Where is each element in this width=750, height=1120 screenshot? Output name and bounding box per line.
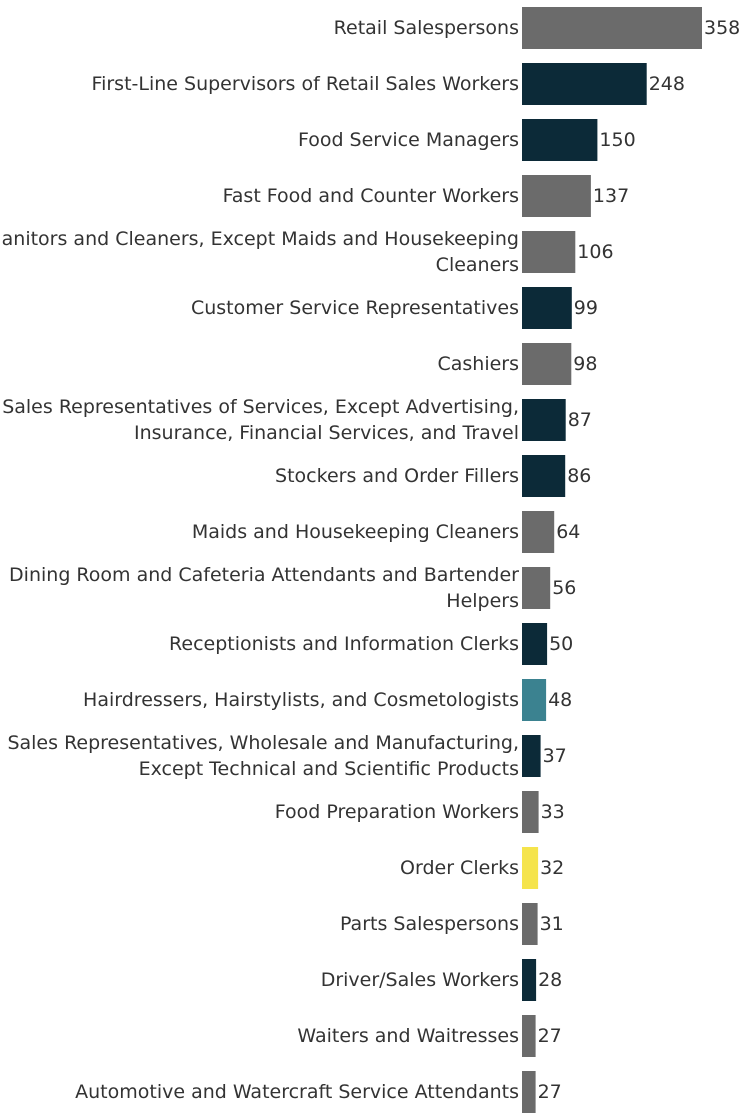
value-label: 150	[599, 129, 635, 151]
bar-row: Waiters and Waitresses 27	[297, 1015, 562, 1057]
bar	[522, 119, 598, 161]
value-label: 50	[549, 633, 573, 655]
category-label: Sales Representatives of Services, Excep…	[2, 396, 519, 418]
bar	[522, 175, 591, 217]
category-label: Dining Room and Cafeteria Attendants and…	[9, 564, 519, 586]
category-label: Stockers and Order Fillers	[275, 465, 519, 487]
value-label: 31	[540, 913, 564, 935]
category-label: Driver/Sales Workers	[321, 969, 519, 991]
category-label: Food Preparation Workers	[275, 801, 519, 823]
bar	[522, 7, 702, 49]
bar-row: Food Preparation Workers 33	[275, 791, 565, 833]
category-label: Customer Service Representatives	[191, 297, 519, 319]
value-label: 48	[548, 689, 572, 711]
value-label: 64	[556, 521, 580, 543]
bar	[522, 791, 539, 833]
bar-row: Driver/Sales Workers 28	[321, 959, 562, 1001]
bar-row: Sales Representatives, Wholesale and Man…	[7, 732, 566, 780]
bar	[522, 1071, 536, 1113]
value-label: 27	[538, 1025, 562, 1047]
category-label: Receptionists and Information Clerks	[169, 633, 519, 655]
bar	[522, 231, 576, 273]
bar	[522, 567, 551, 609]
category-label: Helpers	[446, 590, 519, 612]
category-label: Parts Salespersons	[340, 913, 519, 935]
value-label: 358	[704, 17, 740, 39]
category-label: Order Clerks	[400, 857, 519, 879]
bar-row: Fast Food and Counter Workers 137	[223, 175, 629, 217]
category-label: Food Service Managers	[298, 129, 519, 151]
bar-row: Maids and Housekeeping Cleaners 64	[192, 511, 580, 553]
category-label: Except Technical and Scientific Products	[139, 758, 519, 780]
bar-row: Dining Room and Cafeteria Attendants and…	[9, 564, 576, 612]
bar-row: Stockers and Order Fillers 86	[275, 455, 591, 497]
value-label: 32	[540, 857, 564, 879]
bar-row: Order Clerks 32	[400, 847, 564, 889]
bar	[522, 511, 555, 553]
category-label: Waiters and Waitresses	[297, 1025, 519, 1047]
value-label: 56	[552, 577, 576, 599]
category-label: Fast Food and Counter Workers	[223, 185, 519, 207]
category-label: Automotive and Watercraft Service Attend…	[75, 1081, 519, 1103]
category-label: Cashiers	[437, 353, 519, 375]
value-label: 137	[593, 185, 629, 207]
bar	[522, 399, 566, 441]
value-label: 33	[541, 801, 565, 823]
category-label: Retail Salespersons	[334, 17, 519, 39]
category-label: Janitors and Cleaners, Except Maids and …	[0, 228, 519, 250]
bar-row: Customer Service Representatives 99	[191, 287, 598, 329]
bar	[522, 63, 647, 105]
bar	[522, 287, 572, 329]
value-label: 28	[538, 969, 562, 991]
bar-row: Hairdressers, Hairstylists, and Cosmetol…	[83, 679, 572, 721]
bar	[522, 735, 541, 777]
value-label: 98	[573, 353, 597, 375]
bar	[522, 903, 538, 945]
bar	[522, 623, 548, 665]
value-label: 27	[538, 1081, 562, 1103]
bar-row: Retail Salespersons 358	[334, 7, 740, 49]
category-label: First-Line Supervisors of Retail Sales W…	[92, 73, 519, 95]
bar	[522, 847, 539, 889]
bar	[522, 455, 566, 497]
value-label: 106	[577, 241, 613, 263]
value-label: 37	[543, 745, 567, 767]
bar	[522, 1015, 536, 1057]
value-label: 248	[649, 73, 685, 95]
bar	[522, 959, 537, 1001]
bar-row: Automotive and Watercraft Service Attend…	[75, 1071, 562, 1113]
category-label: Hairdressers, Hairstylists, and Cosmetol…	[83, 689, 519, 711]
value-label: 87	[568, 409, 592, 431]
value-label: 99	[574, 297, 598, 319]
bar-row: Sales Representatives of Services, Excep…	[2, 396, 592, 444]
category-label: Insurance, Financial Services, and Trave…	[134, 422, 519, 444]
category-label: Maids and Housekeeping Cleaners	[192, 521, 519, 543]
bar-row: Cashiers 98	[437, 343, 597, 385]
category-label: Sales Representatives, Wholesale and Man…	[7, 732, 519, 754]
bar-row: Parts Salespersons 31	[340, 903, 564, 945]
bar-row: Food Service Managers 150	[298, 119, 636, 161]
bar	[522, 343, 572, 385]
bar-row: Receptionists and Information Clerks 50	[169, 623, 573, 665]
bar-row: Janitors and Cleaners, Except Maids and …	[0, 228, 614, 276]
bar-row: First-Line Supervisors of Retail Sales W…	[92, 63, 685, 105]
bar	[522, 679, 547, 721]
value-label: 86	[567, 465, 591, 487]
category-label: Cleaners	[436, 254, 519, 276]
